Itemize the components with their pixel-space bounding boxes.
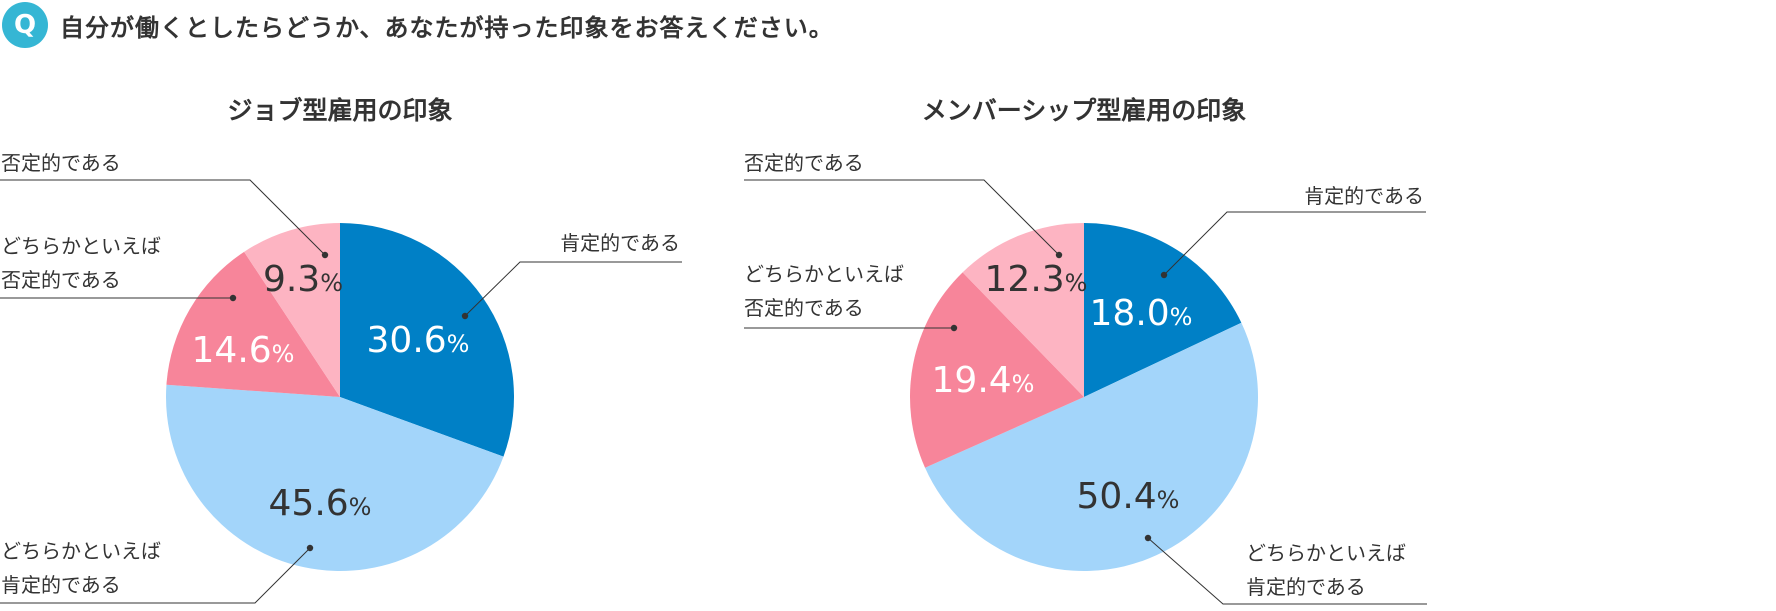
- slice-job-affirmative: [340, 223, 514, 457]
- values-job: 30.6% 45.6% 14.6% 9.3%: [192, 259, 470, 524]
- slice-job-somewhat-affirmative: [165, 384, 504, 571]
- slice-mem-negative: [962, 222, 1084, 397]
- dot-mem-negative: [1055, 251, 1063, 259]
- leaders-job: [0, 179, 682, 604]
- leaders-membership: [744, 179, 1427, 605]
- question-badge-icon: Q: [2, 2, 48, 48]
- labels-job: 否定的である どちらかといえば 否定的である 肯定的である どちらかといえば 肯…: [1, 151, 680, 597]
- values-membership: 18.0% 50.4% 19.4% 12.3%: [932, 259, 1193, 517]
- label-mem-negative: 否定的である: [744, 151, 864, 175]
- pie-job: [165, 223, 514, 571]
- chart-title-job: ジョブ型雇用の印象: [227, 96, 452, 125]
- label-job-affirmative: 肯定的である: [560, 231, 680, 255]
- value-mem-somewhat-negative: 19.4%: [932, 360, 1035, 401]
- leader-mem-negative: [744, 179, 1060, 256]
- leader-job-affirmative: [464, 261, 682, 317]
- value-job-somewhat-affirmative: 45.6%: [269, 483, 372, 524]
- chart-title-membership: メンバーシップ型雇用の印象: [922, 96, 1247, 125]
- label-job-negative: 否定的である: [1, 151, 121, 175]
- chart-job-type: ジョブ型雇用の印象 否定的である どちらかといえば 否定的である 肯定的である …: [0, 96, 682, 604]
- slice-mem-somewhat-negative: [909, 272, 1084, 468]
- slice-mem-somewhat-affirmative: [925, 322, 1259, 572]
- leader-dots-membership: [950, 251, 1168, 542]
- pie-membership: [909, 222, 1259, 572]
- label-job-somewhat-negative-line2: 否定的である: [1, 268, 121, 292]
- label-mem-somewhat-affirmative-line1: どちらかといえば: [1246, 541, 1406, 565]
- leader-job-negative: [0, 179, 326, 256]
- dot-mem-affirmative: [1160, 271, 1168, 279]
- label-job-somewhat-affirmative-line2: 肯定的である: [1, 573, 121, 597]
- value-mem-affirmative: 18.0%: [1090, 293, 1193, 334]
- dot-job-negative: [321, 251, 329, 259]
- dot-mem-somewhat-negative: [950, 324, 958, 332]
- label-job-somewhat-negative-line1: どちらかといえば: [1, 234, 161, 258]
- question-text: 自分が働くとしたらどうか、あなたが持った印象をお答えください。: [60, 13, 834, 42]
- leader-job-somewhat-affirmative: [0, 547, 311, 604]
- value-mem-somewhat-affirmative: 50.4%: [1077, 476, 1180, 517]
- label-job-somewhat-affirmative-line1: どちらかといえば: [1, 539, 161, 563]
- leader-mem-affirmative: [1163, 211, 1426, 276]
- label-mem-affirmative: 肯定的である: [1304, 184, 1424, 208]
- slice-job-somewhat-negative: [166, 251, 340, 397]
- labels-membership: 否定的である どちらかといえば 否定的である 肯定的である どちらかといえば 肯…: [744, 151, 1424, 599]
- dot-job-somewhat-negative: [229, 294, 237, 302]
- value-job-affirmative: 30.6%: [367, 320, 470, 361]
- chart-membership-type: メンバーシップ型雇用の印象 否定的である どちらかといえば 否定的である 肯定的…: [744, 96, 1427, 605]
- label-mem-somewhat-negative-line2: 否定的である: [744, 296, 864, 320]
- slice-mem-affirmative: [1084, 223, 1242, 397]
- slice-job-negative: [244, 223, 340, 397]
- value-job-somewhat-negative: 14.6%: [192, 330, 295, 371]
- value-job-negative: 9.3%: [263, 259, 343, 300]
- leader-mem-somewhat-affirmative: [1147, 537, 1427, 605]
- dot-job-somewhat-affirmative: [306, 544, 314, 552]
- dot-mem-somewhat-affirmative: [1144, 534, 1152, 542]
- question-header: Q 自分が働くとしたらどうか、あなたが持った印象をお答えください。: [0, 0, 834, 50]
- leader-dots-job: [229, 251, 469, 552]
- label-mem-somewhat-negative-line1: どちらかといえば: [744, 262, 904, 286]
- value-mem-negative: 12.3%: [985, 259, 1088, 300]
- label-mem-somewhat-affirmative-line2: 肯定的である: [1246, 575, 1366, 599]
- dot-job-affirmative: [461, 312, 469, 320]
